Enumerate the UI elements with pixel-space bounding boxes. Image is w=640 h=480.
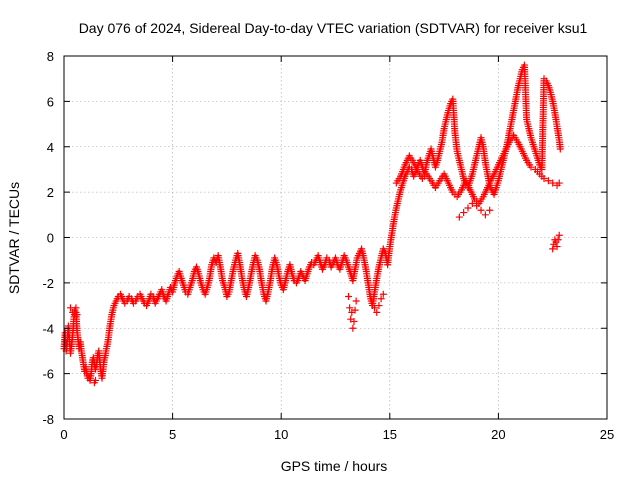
data-point [468,199,476,207]
data-point [556,145,564,153]
data-points [60,61,564,387]
x-tick-label: 20 [491,427,505,442]
data-point [473,202,481,210]
data-point [555,231,563,239]
x-tick-label: 15 [383,427,397,442]
data-point [379,290,387,298]
data-point [555,179,563,187]
x-tick-label: 10 [274,427,288,442]
x-tick-label: 25 [600,427,614,442]
data-point [527,163,535,171]
data-point [91,376,99,384]
x-tick-label: 5 [169,427,176,442]
y-tick-label: -6 [42,367,54,382]
data-point [544,177,552,185]
data-point [540,175,548,183]
axis-ticks: 0 5 10 15 20 25 -8 -6 -4 -2 0 2 4 6 8 [42,49,614,442]
x-tick-label: 0 [60,427,67,442]
data-point [377,295,385,303]
y-tick-label: -2 [42,276,54,291]
data-point [346,304,354,312]
y-tick-label: -4 [42,321,54,336]
data-point [371,304,379,312]
data-point [553,243,561,251]
data-point [455,213,463,221]
data-point [351,306,359,314]
y-tick-label: 6 [47,94,54,109]
x-axis-label: GPS time / hours [281,458,388,474]
data-point [352,297,360,305]
data-point [349,324,357,332]
data-point [345,292,353,300]
y-tick-label: -8 [42,412,54,427]
y-tick-label: 4 [47,140,54,155]
data-point [73,311,81,319]
data-point [350,317,358,325]
data-point [549,245,557,253]
data-point [464,204,472,212]
y-tick-label: 8 [47,49,54,64]
data-point [481,211,489,219]
y-tick-label: 0 [47,231,54,246]
data-point [554,236,562,244]
data-point [72,304,80,312]
data-point [375,302,383,310]
y-tick-label: 2 [47,185,54,200]
data-point [373,308,381,316]
y-axis-label: SDTVAR / TECUs [6,182,22,294]
data-point [486,206,494,214]
data-point [69,308,77,316]
chart-title: Day 076 of 2024, Sidereal Day-to-day VTE… [79,20,588,36]
data-point [460,209,468,217]
data-point [549,179,557,187]
data-point [477,206,485,214]
